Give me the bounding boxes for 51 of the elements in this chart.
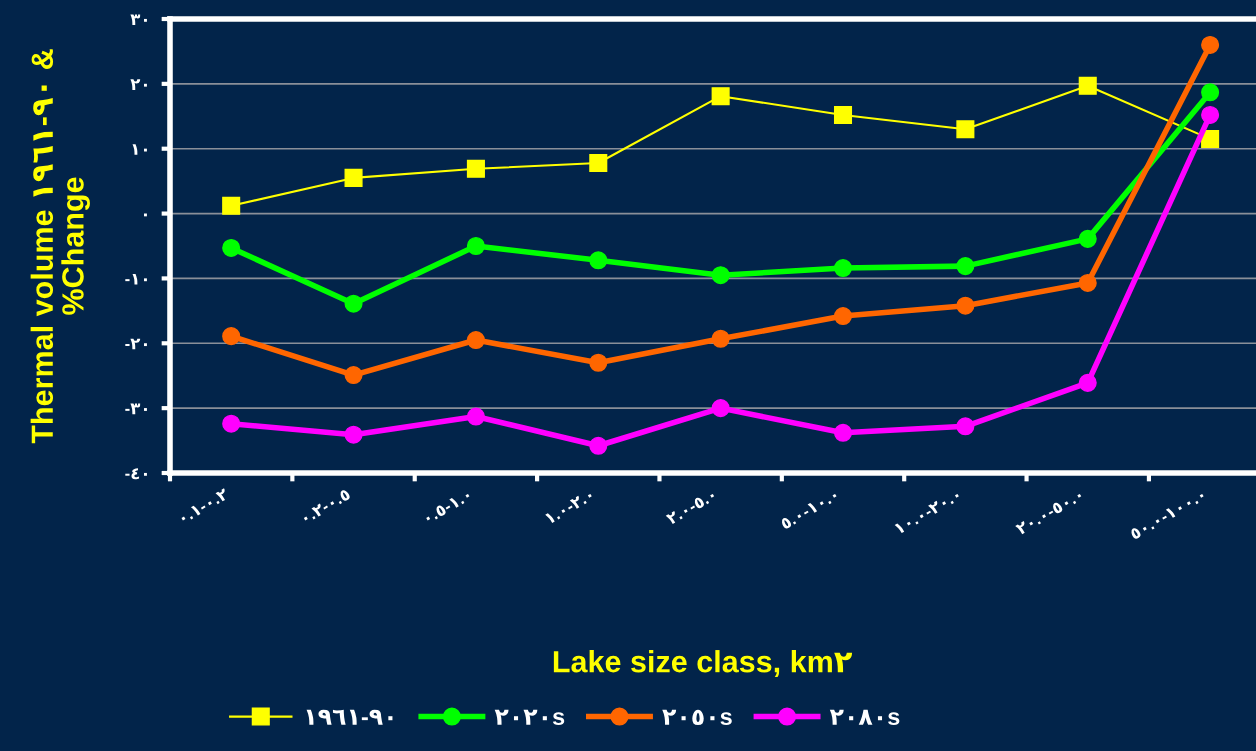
point — [711, 266, 730, 285]
point — [222, 196, 241, 215]
point — [711, 399, 730, 418]
point — [222, 414, 241, 433]
point — [956, 417, 975, 436]
point — [711, 329, 730, 348]
point — [1201, 83, 1220, 102]
point — [344, 425, 363, 444]
point — [466, 236, 485, 256]
point — [466, 159, 485, 178]
y-tick-label: ٣٠ — [130, 14, 147, 26]
point — [589, 436, 608, 455]
point — [344, 294, 363, 313]
y-tick-label: -٣٠ — [125, 403, 147, 415]
y-tick-label: -٢٠ — [125, 338, 147, 350]
point — [1078, 373, 1097, 392]
point — [466, 331, 485, 350]
point — [956, 296, 975, 315]
legend-label: ٢٠٢٠s — [494, 709, 565, 726]
point — [222, 327, 241, 346]
point — [1201, 129, 1220, 149]
point — [833, 259, 853, 278]
point — [589, 353, 608, 372]
point — [589, 251, 608, 270]
point — [833, 105, 853, 125]
point — [833, 423, 853, 442]
legend-label: ١٩٦١-٩٠ — [306, 709, 393, 725]
y-tick-label: ١٠ — [132, 144, 147, 155]
point — [1078, 76, 1097, 95]
y-tick-label: -٤٠ — [125, 468, 147, 480]
point — [956, 257, 975, 276]
point — [344, 366, 363, 385]
point — [1078, 273, 1097, 292]
x-tick-label: ٠.٥-١.٠ — [423, 489, 472, 524]
point — [1201, 105, 1220, 125]
legend-label: ٢٠٥٠s — [662, 709, 732, 726]
y-tick-label: ٠ — [144, 213, 147, 217]
point — [589, 153, 608, 173]
point — [956, 120, 975, 139]
point — [833, 307, 853, 326]
point — [1201, 35, 1220, 54]
legend-label: ٢٠٨٠s — [829, 709, 900, 726]
point — [222, 238, 241, 257]
point — [466, 407, 485, 426]
y-axis-title: Thermal volume ١٩٦١-٩٠ & %Change — [30, 49, 90, 444]
x-axis-title: Lake size class, km٢ — [553, 650, 853, 677]
y-tick-label: -١٠ — [125, 273, 147, 285]
point — [1078, 229, 1097, 248]
y-tick-label: ٢٠ — [130, 79, 147, 90]
point — [344, 168, 363, 187]
point — [711, 87, 730, 106]
